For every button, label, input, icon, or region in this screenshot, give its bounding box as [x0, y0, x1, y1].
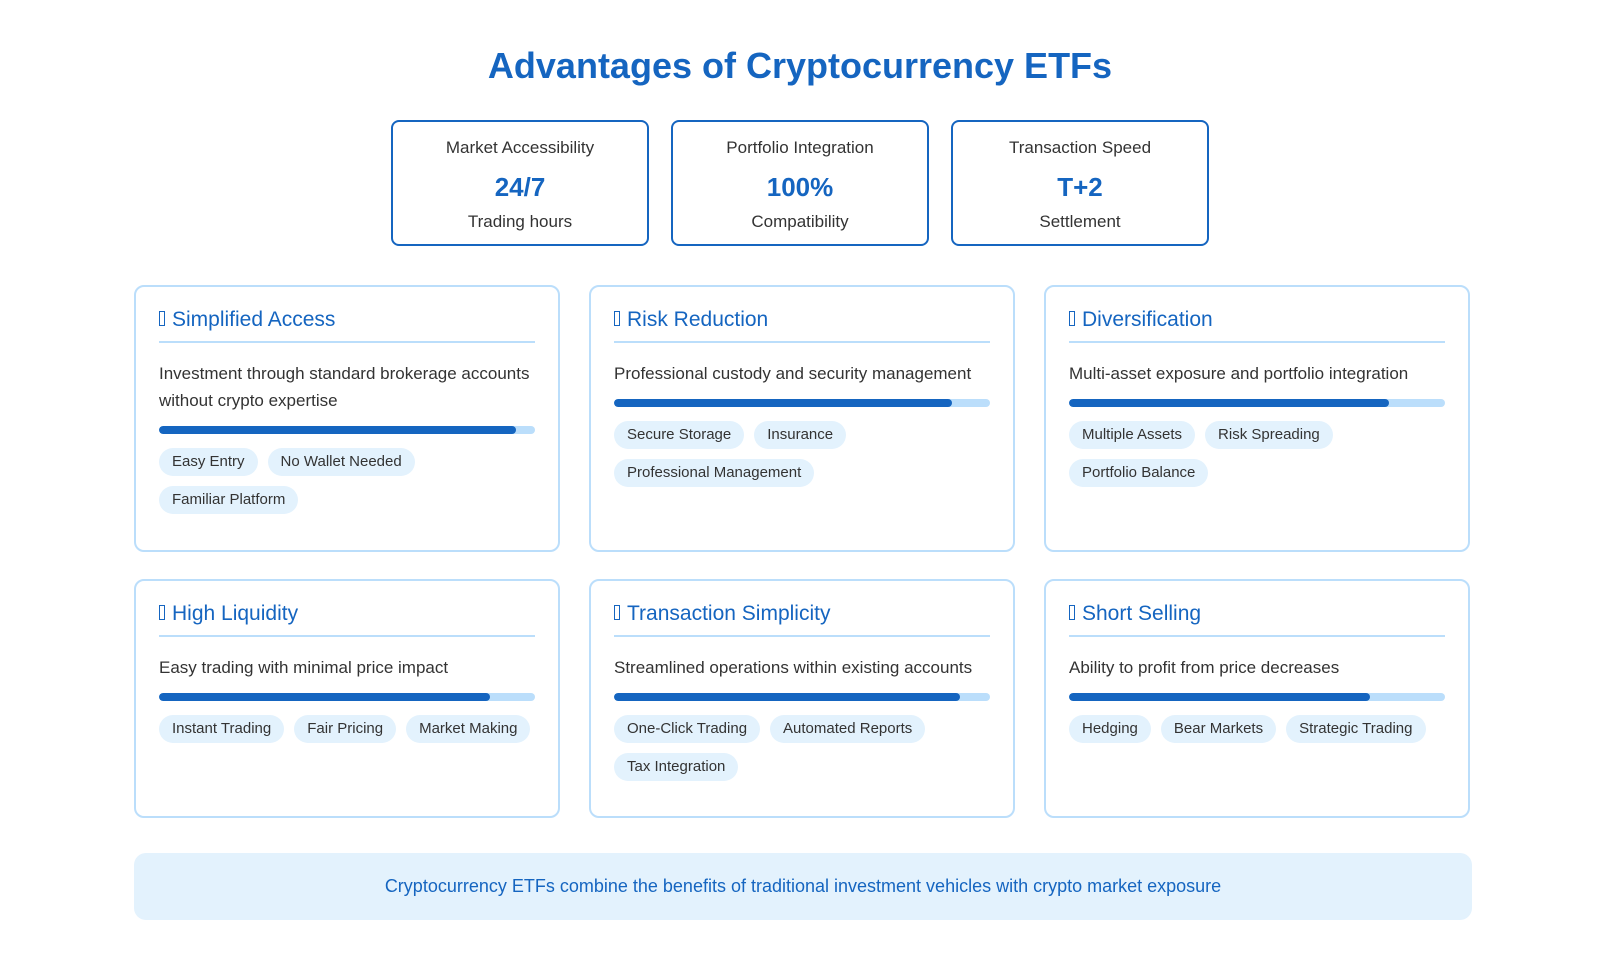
stat-label: Market Accessibility	[445, 138, 595, 157]
glyph-placeholder-icon	[1069, 605, 1075, 620]
progress-bar-fill	[159, 426, 517, 434]
tag: Market Making	[406, 715, 531, 743]
tag: Tax Integration	[614, 753, 739, 781]
progress-bar-fill	[1069, 399, 1389, 407]
tag: Familiar Platform	[159, 486, 299, 514]
card-title: Risk Reduction	[614, 307, 990, 343]
card-description: Easy trading with minimal price impact	[159, 658, 449, 677]
glyph-placeholder-icon	[614, 311, 620, 326]
advantage-card-transaction-simplicity: Transaction Simplicity Streamlined opera…	[589, 579, 1015, 818]
stat-value: T+2	[1057, 172, 1103, 202]
advantage-card-high-liquidity: High Liquidity Easy trading with minimal…	[134, 579, 560, 818]
card-description: Streamlined operations within existing a…	[614, 658, 973, 677]
glyph-placeholder-icon	[159, 311, 165, 326]
card-title-text: Simplified Access	[172, 308, 336, 331]
tag-list: One-Click Trading Automated Reports Tax …	[614, 715, 990, 781]
progress-bar	[159, 426, 535, 434]
card-title-text: High Liquidity	[172, 602, 299, 625]
tag: Insurance	[754, 421, 847, 449]
glyph-placeholder-icon	[1069, 311, 1075, 326]
stat-label: Portfolio Integration	[726, 138, 874, 157]
stat-caption: Settlement	[1039, 212, 1121, 231]
advantage-card-simplified-access: Simplified Access Investment through sta…	[134, 285, 560, 552]
stat-value: 24/7	[494, 172, 546, 202]
progress-bar	[1069, 693, 1445, 701]
card-title: Short Selling	[1069, 601, 1445, 637]
progress-bar-fill	[614, 693, 960, 701]
tag: Hedging	[1069, 715, 1151, 743]
card-title-text: Transaction Simplicity	[627, 602, 831, 625]
stat-card-portfolio-integration: Portfolio Integration 100% Compatibility	[671, 120, 929, 246]
card-title: Transaction Simplicity	[614, 601, 990, 637]
glyph-placeholder-icon	[614, 605, 620, 620]
card-description: Professional custody and security manage…	[614, 364, 972, 383]
card-title-text: Diversification	[1082, 308, 1213, 331]
stat-caption: Trading hours	[467, 212, 573, 231]
tag: Fair Pricing	[294, 715, 397, 743]
tag-list: Easy Entry No Wallet Needed Familiar Pla…	[159, 448, 535, 514]
progress-bar	[614, 693, 990, 701]
card-description: Multi-asset exposure and portfolio integ…	[1069, 364, 1409, 383]
tag-list: Multiple Assets Risk Spreading Portfolio…	[1069, 421, 1445, 487]
advantage-card-short-selling: Short Selling Ability to profit from pri…	[1044, 579, 1470, 818]
stats-row: Market Accessibility 24/7 Trading hours …	[0, 120, 1600, 246]
tag: Secure Storage	[614, 421, 745, 449]
tag: Strategic Trading	[1286, 715, 1426, 743]
card-title-text: Short Selling	[1082, 602, 1202, 625]
progress-bar	[614, 399, 990, 407]
tag: Risk Spreading	[1205, 421, 1333, 449]
stat-value: 100%	[766, 172, 834, 202]
tag: Portfolio Balance	[1069, 459, 1209, 487]
tag: Professional Management	[614, 459, 815, 487]
tag-list: Secure Storage Insurance Professional Ma…	[614, 421, 990, 487]
tag: No Wallet Needed	[267, 448, 415, 476]
progress-bar	[159, 693, 535, 701]
tag: Bear Markets	[1160, 715, 1277, 743]
tag-list: Instant Trading Fair Pricing Market Maki…	[159, 715, 535, 743]
glyph-placeholder-icon	[159, 605, 165, 620]
progress-bar-fill	[614, 399, 953, 407]
tag: Automated Reports	[770, 715, 926, 743]
progress-bar-fill	[1069, 693, 1370, 701]
tag: Multiple Assets	[1069, 421, 1196, 449]
advantage-card-risk-reduction: Risk Reduction Professional custody and …	[589, 285, 1015, 552]
tag: Instant Trading	[159, 715, 285, 743]
card-title: Simplified Access	[159, 307, 535, 343]
tag-list: Hedging Bear Markets Strategic Trading	[1069, 715, 1445, 743]
card-title: High Liquidity	[159, 601, 535, 637]
tag: One-Click Trading	[614, 715, 761, 743]
card-description: Ability to profit from price decreases	[1069, 658, 1340, 677]
page-title: Advantages of Cryptocurrency ETFs	[487, 45, 1113, 86]
progress-bar	[1069, 399, 1445, 407]
summary-banner: Cryptocurrency ETFs combine the benefits…	[134, 853, 1472, 920]
advantage-card-diversification: Diversification Multi-asset exposure and…	[1044, 285, 1470, 552]
stat-card-market-accessibility: Market Accessibility 24/7 Trading hours	[391, 120, 649, 246]
tag: Easy Entry	[159, 448, 258, 476]
card-title: Diversification	[1069, 307, 1445, 343]
stat-caption: Compatibility	[751, 212, 849, 231]
card-title-text: Risk Reduction	[627, 308, 769, 331]
stat-label: Transaction Speed	[1008, 138, 1152, 157]
progress-bar-fill	[159, 693, 490, 701]
stat-card-transaction-speed: Transaction Speed T+2 Settlement	[951, 120, 1209, 246]
card-description: Investment through standard brokerage ac…	[159, 364, 530, 410]
